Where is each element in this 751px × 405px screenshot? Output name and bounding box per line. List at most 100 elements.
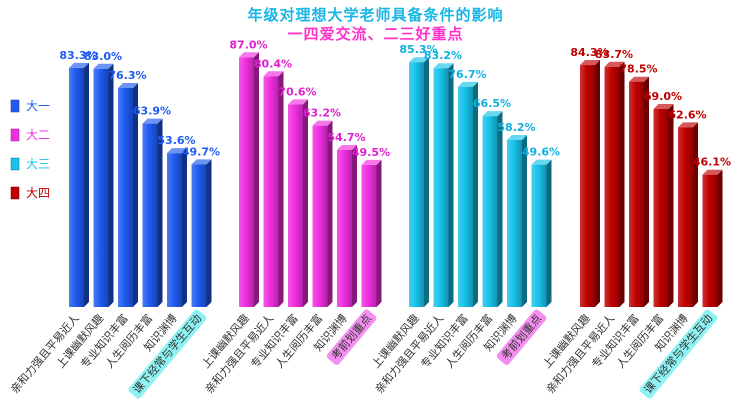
data-label: 87.0%: [229, 38, 267, 51]
bar: [361, 159, 382, 307]
data-label: 70.6%: [278, 85, 316, 98]
bar-front: [142, 123, 158, 308]
bar-front: [433, 68, 449, 307]
bar-front: [702, 174, 718, 307]
bar: [142, 118, 163, 308]
data-label: 49.7%: [182, 145, 220, 158]
bar-front: [629, 81, 644, 307]
legend-label: 大三: [26, 157, 50, 171]
bar-side: [595, 60, 600, 308]
data-label: 83.3%: [59, 49, 97, 62]
data-label: 83.7%: [595, 48, 633, 61]
chart-subtitle: 一四爱交流、二三好重点: [287, 25, 464, 43]
bar-side: [352, 145, 357, 307]
legend-label: 大一: [26, 99, 50, 113]
bar-side: [546, 159, 552, 307]
bar-side: [108, 63, 114, 307]
bar-front: [93, 68, 109, 307]
bar-side: [424, 57, 429, 308]
category-highlight: [326, 309, 377, 365]
bar-side: [693, 122, 698, 307]
bar-side: [448, 63, 454, 307]
bar: [531, 159, 552, 307]
bar: [604, 61, 625, 307]
bar-top: [142, 118, 163, 124]
bar-side: [157, 118, 163, 308]
data-label: 83.2%: [424, 49, 462, 62]
bar: [458, 81, 478, 307]
data-label: 53.6%: [157, 134, 195, 147]
bar-side: [522, 134, 527, 307]
bar-front: [337, 150, 352, 307]
series-2: 87.0%上课幽默风趣80.4%亲和力强且平易近人70.6%专业知识丰富63.2…: [199, 38, 390, 396]
data-label: 76.3%: [108, 69, 146, 82]
bar: [409, 57, 429, 308]
bar-top: [191, 159, 212, 165]
bar-front: [409, 62, 424, 308]
data-label: 54.7%: [327, 131, 365, 144]
bar-front: [263, 76, 279, 307]
bar: [312, 120, 333, 307]
bar: [507, 134, 527, 307]
bar-front: [312, 125, 328, 307]
bar: [118, 83, 138, 307]
bar-top: [93, 63, 114, 69]
bar: [702, 169, 723, 307]
bar-top: [678, 122, 698, 128]
data-label: 78.5%: [619, 63, 657, 76]
bar: [263, 71, 284, 307]
legend-swatch: [10, 128, 20, 142]
bar-top: [69, 62, 89, 68]
bar-top: [433, 63, 454, 69]
data-label: 80.4%: [254, 57, 292, 70]
bar-front: [458, 86, 473, 307]
bar-top: [288, 99, 308, 105]
bar-side: [376, 159, 382, 307]
bar: [93, 63, 114, 307]
bar-front: [191, 164, 207, 307]
bar: [288, 99, 308, 308]
bar-side: [497, 111, 503, 308]
bar: [629, 76, 649, 307]
legend-swatch: [10, 99, 20, 113]
bar-top: [458, 81, 478, 87]
bar-front: [531, 164, 547, 307]
bar-side: [303, 99, 308, 308]
data-label: 46.1%: [693, 156, 731, 169]
bar-top: [702, 169, 723, 175]
bar-top: [263, 71, 284, 77]
bar-front: [482, 116, 498, 308]
bar: [69, 62, 89, 307]
bar-side: [619, 61, 625, 307]
bar-top: [580, 60, 600, 66]
bar: [191, 159, 212, 307]
chart-title: 年级对理想大学老师具备条件的影响: [247, 6, 504, 24]
data-label: 49.5%: [352, 146, 390, 159]
bar-top: [167, 148, 187, 154]
bar-side: [133, 83, 138, 307]
bar: [433, 63, 454, 307]
bar-front: [69, 67, 84, 307]
bar-top: [239, 52, 259, 58]
bar-front: [118, 88, 133, 307]
bar-side: [182, 148, 187, 307]
bar-front: [288, 104, 303, 308]
bar: [167, 148, 187, 307]
category-highlight: [496, 309, 547, 365]
data-label: 83.0%: [84, 50, 122, 63]
bar-front: [678, 127, 693, 307]
bar-top: [629, 76, 649, 82]
bar-top: [118, 83, 138, 89]
bar-front: [580, 65, 595, 308]
bar-top: [653, 103, 674, 109]
data-label: 63.2%: [303, 107, 341, 120]
data-label: 69.0%: [644, 90, 682, 103]
bar-side: [84, 62, 89, 307]
bar: [239, 52, 259, 308]
legend-label: 大二: [26, 128, 50, 142]
data-label: 66.5%: [473, 97, 511, 110]
bar-top: [409, 57, 429, 63]
bar-side: [668, 103, 674, 307]
